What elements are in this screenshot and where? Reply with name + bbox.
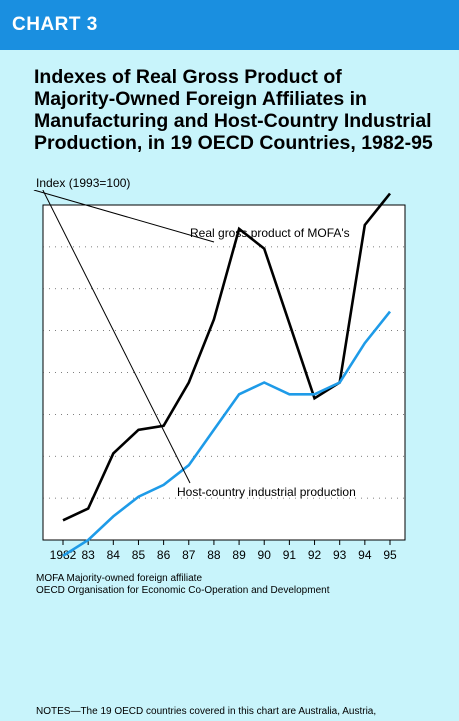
x-tick-label: 94	[358, 548, 372, 562]
x-tick-label: 84	[107, 548, 121, 562]
x-tick-label: 88	[207, 548, 221, 562]
x-tick-label: 92	[308, 548, 322, 562]
footnote-mofa: MOFA Majority-owned foreign affiliate	[36, 573, 203, 584]
x-tick-label: 95	[383, 548, 397, 562]
x-tick-label: 87	[182, 548, 196, 562]
x-tick-label: 83	[81, 548, 95, 562]
notes-text: NOTES—The 19 OECD countries covered in t…	[36, 706, 377, 717]
x-tick-label: 85	[132, 548, 146, 562]
series-line-host-industrial-production	[62, 310, 392, 557]
annotation-host-arrow-line	[42, 190, 191, 484]
title-line-4: Production, in 19 OECD Countries, 1982-9…	[34, 132, 433, 154]
header-bar	[0, 0, 459, 50]
annotation-mofa-label: Real gross product of MOFA's	[190, 226, 350, 240]
title-line-2: Majority-Owned Foreign Affiliates in	[34, 88, 367, 110]
y-axis-label: Index (1993=100)	[36, 176, 131, 190]
chart-title: Indexes of Real Gross Product of Majorit…	[34, 66, 454, 154]
title-line-3: Manufacturing and Host-Country Industria…	[34, 110, 432, 132]
x-tick-label: 91	[283, 548, 297, 562]
annotation-mofa-arrow-line	[33, 190, 215, 243]
annotation-host-label: Host-country industrial production	[177, 485, 356, 499]
x-tick-label: 86	[157, 548, 171, 562]
x-tick-label: 93	[333, 548, 347, 562]
chart-number-label: CHART 3	[12, 14, 98, 35]
x-tick-label: 89	[232, 548, 246, 562]
x-tick-label: 90	[258, 548, 272, 562]
footnote-oecd: OECD Organisation for Economic Co-Operat…	[36, 585, 330, 596]
title-line-1: Indexes of Real Gross Product of	[34, 66, 342, 88]
